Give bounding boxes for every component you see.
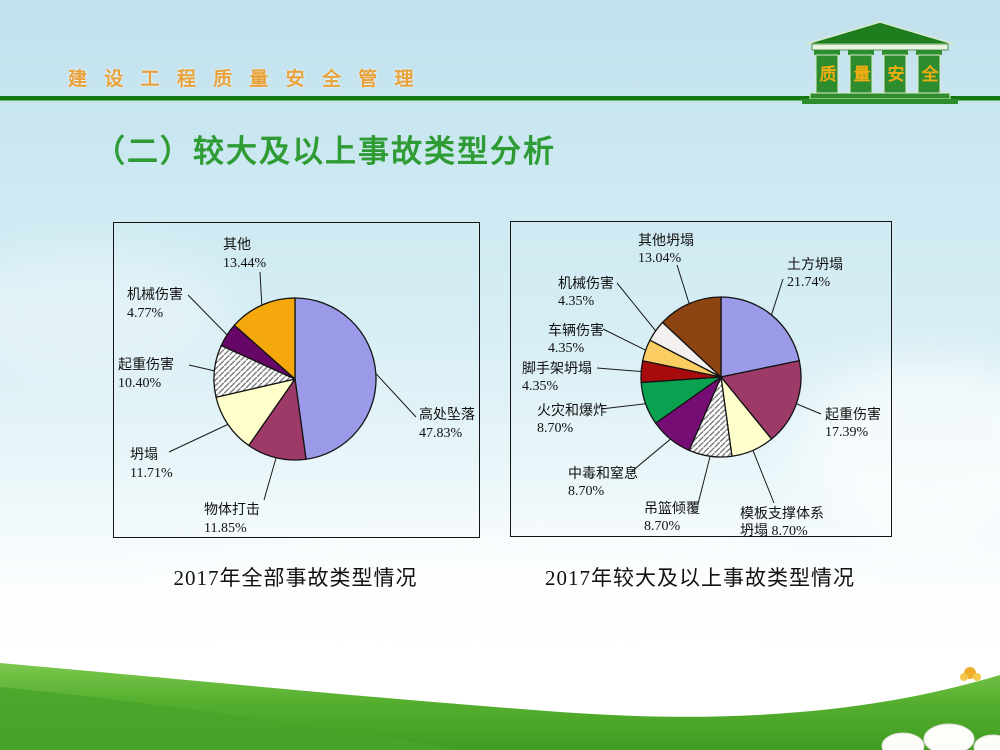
slice-label: 起重伤害 xyxy=(825,407,881,423)
slice-label: 13.04% xyxy=(638,251,682,266)
sheep-decoration xyxy=(881,723,1000,750)
slice-label: 坍塌 8.70% xyxy=(740,523,808,536)
slice-label: 21.74% xyxy=(787,275,831,290)
slice-label: 物体打击 xyxy=(204,501,260,518)
leader-line xyxy=(771,278,784,316)
slice-label: 吊篮倾覆 xyxy=(644,501,700,517)
pie-chart-all-accidents: 高处坠落 47.83% 物体打击 11.85% 坍塌 11.71% 起重伤害 10.40% 机械… xyxy=(118,237,475,536)
logo-base-step2 xyxy=(802,99,958,104)
slice-label: 起重伤害 xyxy=(118,357,174,373)
chart-caption-left: 2017年全部事故类型情况 xyxy=(173,566,418,590)
slice-label: 17.39% xyxy=(825,425,869,440)
slice-label: 机械伤害 xyxy=(127,287,183,303)
pie-slice-其他 xyxy=(233,297,296,380)
slice-label: 机械伤害 xyxy=(558,276,614,292)
leader-line xyxy=(752,450,775,504)
logo-char: 质 xyxy=(820,65,837,84)
slice-label: 13.44% xyxy=(223,256,267,271)
grass-hills-graphic xyxy=(0,663,1000,750)
pie-chart-frame-major-accidents: 土方坍塌 21.74% 起重伤害 17.39% 模板支撑体系 坍塌 8.70% 吊篮倾覆 8.… xyxy=(510,221,892,537)
logo-lintel xyxy=(811,43,949,51)
slice-label: 4.35% xyxy=(558,294,595,309)
slice-label: 8.70% xyxy=(537,421,574,436)
leader-line xyxy=(596,367,642,373)
pie-slice-土方坍塌 xyxy=(720,296,800,378)
cloud-shape xyxy=(140,540,880,690)
cloud-shape xyxy=(800,360,1000,540)
logo-char: 安 xyxy=(888,64,905,84)
cloud-shape xyxy=(0,250,230,370)
header-divider-line xyxy=(0,96,1000,101)
slice-label: 模板支撑体系 xyxy=(740,506,824,522)
slice-label: 4.35% xyxy=(522,379,559,394)
quality-safety-temple-logo: 质 量 安 全 xyxy=(802,21,958,104)
leader-line xyxy=(259,271,263,306)
leader-line xyxy=(187,294,228,336)
header-brand-text: 建 设 工 程 质 量 安 全 管 理 xyxy=(68,69,420,90)
slice-label: 中毒和窒息 xyxy=(568,465,638,482)
slice-label: 其他 xyxy=(223,237,251,253)
leader-line xyxy=(602,328,646,351)
pie-slice-高处坠落 xyxy=(294,297,377,460)
slice-label: 10.40% xyxy=(118,376,162,391)
slice-label: 车辆伤害 xyxy=(548,322,604,339)
leader-line xyxy=(168,423,229,453)
pie-slice-其他坍塌 xyxy=(661,296,722,378)
pie-chart-frame-all-accidents: 高处坠落 47.83% 物体打击 11.85% 坍塌 11.71% 起重伤害 10.40% 机械… xyxy=(113,222,480,538)
logo-char: 量 xyxy=(854,64,871,84)
logo-char: 全 xyxy=(921,64,940,84)
page-title: （二）较大及以上事故类型分析 xyxy=(94,134,556,169)
slice-label: 8.70% xyxy=(568,484,605,499)
slice-label: 高处坠落 xyxy=(419,406,475,423)
slice-label: 火灾和爆炸 xyxy=(537,402,607,419)
leader-line xyxy=(676,264,690,304)
leader-line xyxy=(375,373,417,418)
leader-line xyxy=(188,364,215,372)
chart-caption-right: 2017年较大及以上事故类型情况 xyxy=(545,566,855,590)
slice-label: 土方坍塌 xyxy=(787,257,843,273)
leader-line xyxy=(630,438,671,473)
slice-label: 11.71% xyxy=(130,466,173,481)
leader-line xyxy=(616,282,657,332)
slice-label: 4.77% xyxy=(127,306,164,321)
slice-label: 4.35% xyxy=(548,341,585,356)
pie-slice-起重伤害 xyxy=(720,360,802,440)
slice-label: 47.83% xyxy=(419,426,463,441)
leader-line xyxy=(600,403,646,410)
hill-front-left xyxy=(0,687,460,750)
logo-base-step1 xyxy=(809,92,951,100)
leader-line xyxy=(796,403,822,415)
slice-label: 其他坍塌 xyxy=(638,233,694,249)
leader-line xyxy=(697,456,711,505)
slice-label: 脚手架坍塌 xyxy=(522,361,592,377)
slice-label: 坍塌 xyxy=(130,447,158,463)
pie-slice-物体打击 xyxy=(248,378,307,461)
leader-line xyxy=(263,457,277,501)
logo-roof xyxy=(805,21,955,45)
flower-decoration xyxy=(960,667,981,681)
slice-label: 11.85% xyxy=(204,521,247,536)
logo-columns xyxy=(814,50,942,94)
slice-label: 8.70% xyxy=(644,519,681,534)
